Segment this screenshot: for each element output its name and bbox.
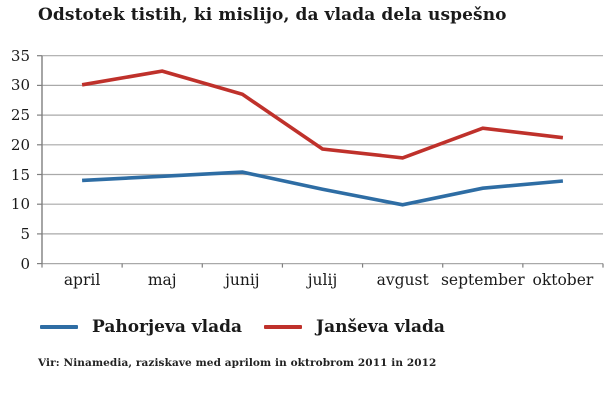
legend-swatch-icon <box>40 325 78 329</box>
y-axis-label-15: 15 <box>10 165 30 184</box>
series-line-1 <box>81 69 564 160</box>
legend-label: Janševa vlada <box>316 317 445 337</box>
y-axis-label-0: 0 <box>20 254 30 273</box>
legend-item-1: Janševa vlada <box>264 317 445 337</box>
x-axis-label-april: april <box>63 271 101 289</box>
series-line-0 <box>82 170 564 207</box>
line-chart <box>37 55 604 268</box>
source-note: Vir: Ninamedia, raziskave med aprilom in… <box>38 357 437 369</box>
chart-legend: Pahorjeva vlada Janševa vlada <box>40 317 445 337</box>
x-axis-label-september: september <box>440 271 525 289</box>
y-axis-label-30: 30 <box>10 76 30 95</box>
y-axis-label-5: 5 <box>20 224 30 243</box>
chart-title: Odstotek tistih, ki mislijo, da vlada de… <box>38 5 507 25</box>
y-axis-label-25: 25 <box>10 106 30 125</box>
legend-label: Pahorjeva vlada <box>92 317 243 337</box>
x-axis-label-julij: julij <box>307 271 338 289</box>
y-axis-label-10: 10 <box>10 195 30 214</box>
x-axis-label-avgust: avgust <box>376 271 429 289</box>
x-axis-label-maj: maj <box>147 271 177 289</box>
y-axis-label-35: 35 <box>10 46 30 65</box>
legend-swatch-icon <box>264 325 303 329</box>
y-axis-label-20: 20 <box>10 135 30 154</box>
x-axis-label-oktober: oktober <box>532 271 594 289</box>
legend-item-0: Pahorjeva vlada <box>40 317 242 337</box>
x-axis-label-junij: junij <box>225 271 260 289</box>
